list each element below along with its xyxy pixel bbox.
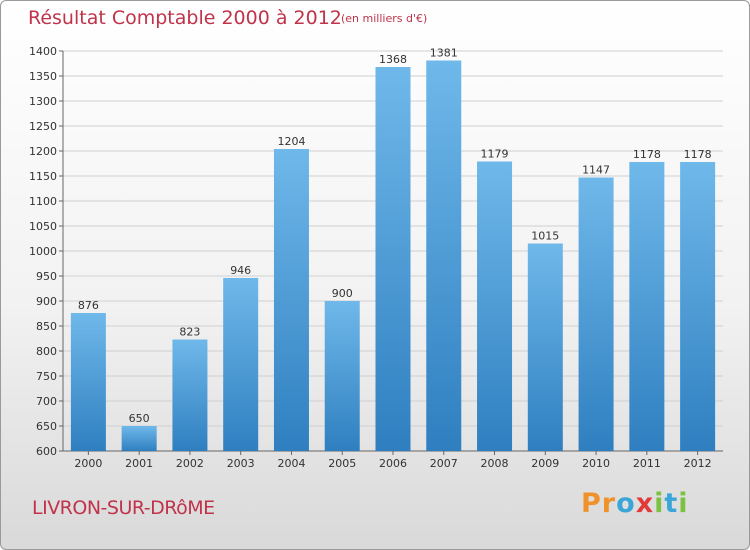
x-tick-label: 2006 [379,457,407,470]
y-tick-label: 600 [36,445,57,458]
bar [680,162,716,451]
y-tick-label: 1400 [29,45,57,58]
x-tick-label: 2012 [684,457,712,470]
y-tick-label: 1250 [29,120,57,133]
x-tick-label: 2009 [531,457,559,470]
logo-letter: P [581,488,602,519]
bar [273,149,309,451]
y-tick-label: 850 [36,320,57,333]
data-label: 900 [332,287,353,300]
data-label: 876 [78,299,99,312]
data-label: 650 [129,412,150,425]
bar [223,278,259,451]
y-tick-label: 900 [36,295,57,308]
bar [70,313,106,451]
bar [375,67,411,451]
x-tick-label: 2003 [227,457,255,470]
y-tick-label: 950 [36,270,57,283]
commune-name: LIVRON-SUR-DRôME [32,497,215,519]
data-label: 1147 [582,164,610,177]
y-tick-label: 1050 [29,220,57,233]
x-tick-label: 2005 [328,457,356,470]
logo-letter: r [601,488,617,519]
y-tick-label: 1200 [29,145,57,158]
y-tick-label: 1300 [29,95,57,108]
y-tick-label: 650 [36,420,57,433]
bar [324,301,360,451]
chart-title: Résultat Comptable 2000 à 2012 [28,7,342,29]
y-tick-label: 1000 [29,245,57,258]
y-tick-label: 1150 [29,170,57,183]
data-label: 1178 [633,148,661,161]
x-tick-label: 2002 [176,457,204,470]
x-tick-label: 2011 [633,457,661,470]
bar [578,177,614,451]
logo-letter: x [635,488,655,519]
data-label: 1381 [430,47,458,60]
y-tick-label: 800 [36,345,57,358]
bar [477,161,513,451]
bar [527,243,563,451]
data-label: 1015 [531,230,559,243]
y-tick-label: 750 [36,370,57,383]
x-tick-label: 2007 [430,457,458,470]
data-label: 1368 [379,53,407,66]
bar [121,426,157,451]
logo-letter: i [678,488,689,519]
x-tick-label: 2010 [582,457,610,470]
x-tick-label: 2001 [125,457,153,470]
data-label: 823 [179,326,200,339]
data-label: 1204 [277,135,305,148]
y-tick-label: 1350 [29,70,57,83]
logo-letter: i [654,488,665,519]
logo-letter: o [616,488,636,519]
y-tick-label: 700 [36,395,57,408]
logo-letter: t [664,488,679,519]
data-label: 1179 [481,148,509,161]
x-tick-label: 2000 [74,457,102,470]
y-tick-label: 1100 [29,195,57,208]
bar [629,162,665,451]
data-label: 1178 [684,148,712,161]
x-tick-label: 2008 [481,457,509,470]
chart-subtitle: (en milliers d'€) [341,12,428,25]
data-label: 946 [230,264,251,277]
proxiti-logo: Proxiti [581,488,689,519]
bar [172,339,208,451]
x-tick-label: 2004 [277,457,305,470]
bar [426,60,462,451]
